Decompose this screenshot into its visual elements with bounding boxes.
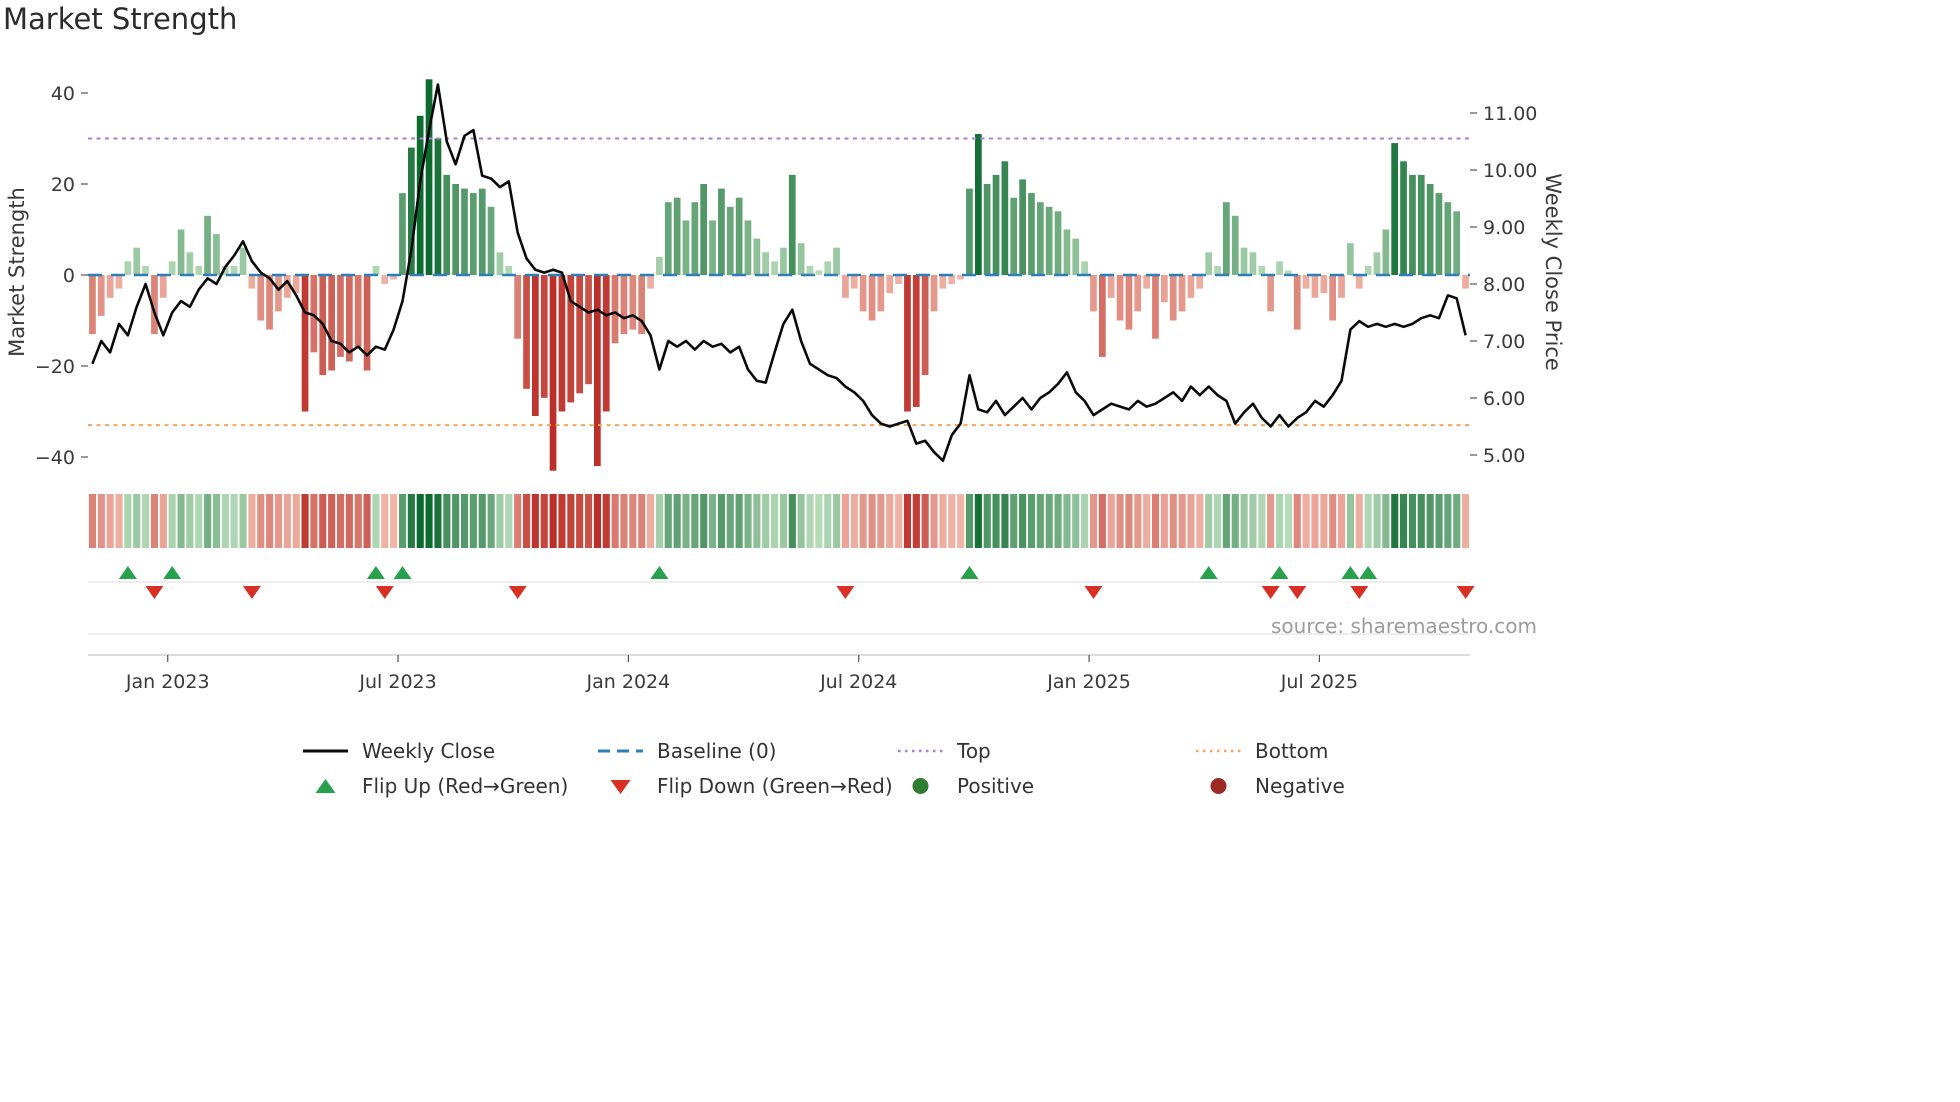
- flip-down-marker: [1350, 586, 1369, 599]
- weekly-close-line-icon: [303, 749, 348, 753]
- flip-up-marker: [1359, 566, 1378, 579]
- flip-up-marker: [650, 566, 669, 579]
- legend-item-flip-down: Flip Down (Green→Red): [597, 773, 897, 799]
- right-axis-ticks: 11.00 10.00 9.00 8.00 7.00 6.00 5.00: [1470, 103, 1537, 467]
- baseline-line-icon: [598, 749, 643, 753]
- flip-down-marker: [508, 586, 527, 599]
- svg-text:8.00: 8.00: [1483, 274, 1525, 296]
- flip-down-marker: [1261, 586, 1280, 599]
- chart-canvas: 40 20 0 −20 −40 11.00 10.00 9.00 8.00 7.00 6.00 5.0…: [35, 79, 1537, 693]
- svg-text:7.00: 7.00: [1483, 331, 1525, 353]
- svg-text:5.00: 5.00: [1483, 445, 1525, 467]
- svg-text:6.00: 6.00: [1483, 388, 1525, 410]
- legend-label-bottom: Bottom: [1255, 739, 1329, 763]
- legend-label-top: Top: [957, 739, 991, 763]
- legend-item-weekly-close: Weekly Close: [302, 738, 597, 764]
- flip-up-marker: [163, 566, 182, 579]
- legend: Weekly Close Baseline (0) Top Bottom Fli…: [302, 738, 1345, 799]
- svg-text:Jul 2023: Jul 2023: [358, 671, 436, 693]
- svg-text:9.00: 9.00: [1483, 217, 1525, 239]
- left-axis-ticks: 40 20 0 −20 −40: [35, 83, 88, 469]
- flip-down-marker: [1456, 586, 1475, 599]
- flip-up-marker: [366, 566, 385, 579]
- legend-label-baseline: Baseline (0): [657, 739, 777, 763]
- top-line-icon: [898, 749, 943, 753]
- svg-text:11.00: 11.00: [1483, 103, 1537, 125]
- legend-label-positive: Positive: [957, 774, 1035, 798]
- legend-item-positive: Positive: [897, 773, 1195, 799]
- svg-text:−20: −20: [35, 356, 75, 378]
- svg-text:20: 20: [51, 174, 75, 196]
- svg-text:Jan 2025: Jan 2025: [1046, 671, 1131, 693]
- flip-down-marker: [242, 586, 261, 599]
- legend-label-flip-up: Flip Up (Red→Green): [362, 774, 569, 798]
- flip-down-marker: [375, 586, 394, 599]
- legend-label-flip-down: Flip Down (Green→Red): [657, 774, 893, 798]
- source-text: source: sharemaestro.com: [1271, 614, 1537, 638]
- flip-up-marker: [960, 566, 979, 579]
- svg-text:10.00: 10.00: [1483, 160, 1537, 182]
- flip-up-marker: [118, 566, 137, 579]
- svg-text:Jan 2023: Jan 2023: [125, 671, 210, 693]
- flip-down-marker: [1084, 586, 1103, 599]
- negative-dot-icon: [1210, 778, 1227, 794]
- flip-down-marker: [836, 586, 855, 599]
- flip-up-icon: [315, 779, 336, 793]
- flip-down-marker: [145, 586, 164, 599]
- flip-down-icon: [610, 780, 631, 794]
- legend-item-top: Top: [897, 738, 1195, 764]
- legend-label-negative: Negative: [1255, 774, 1345, 798]
- positive-dot-icon: [912, 778, 929, 794]
- svg-text:Jul 2025: Jul 2025: [1280, 671, 1358, 693]
- svg-text:40: 40: [51, 83, 75, 105]
- flip-up-marker: [1341, 566, 1360, 579]
- flip-up-marker: [1199, 566, 1218, 579]
- heatmap-strip: [88, 494, 1470, 548]
- x-axis-ticks: Jan 2023 Jul 2023 Jan 2024 Jul 2024 Jan 2025…: [125, 655, 1358, 693]
- legend-item-negative: Negative: [1195, 773, 1345, 799]
- legend-item-baseline: Baseline (0): [597, 738, 897, 764]
- flip-up-marker: [393, 566, 412, 579]
- chart-title: Market Strength: [3, 2, 238, 36]
- flip-down-marker: [1288, 586, 1307, 599]
- svg-text:Jul 2024: Jul 2024: [819, 671, 897, 693]
- bottom-line-icon: [1196, 749, 1241, 753]
- flip-up-marker: [1270, 566, 1289, 579]
- svg-text:0: 0: [63, 265, 75, 287]
- svg-text:−40: −40: [35, 447, 75, 469]
- svg-text:Jan 2024: Jan 2024: [586, 671, 671, 693]
- legend-item-flip-up: Flip Up (Red→Green): [302, 773, 597, 799]
- legend-item-bottom: Bottom: [1195, 738, 1345, 764]
- strength-bars: [89, 79, 1469, 471]
- weekly-close-line: [91, 83, 1467, 463]
- flip-up-markers: [118, 566, 1378, 579]
- legend-label-weekly-close: Weekly Close: [362, 739, 496, 763]
- bottom-panel-gridlines: [88, 581, 1470, 656]
- flip-down-markers: [145, 586, 1475, 599]
